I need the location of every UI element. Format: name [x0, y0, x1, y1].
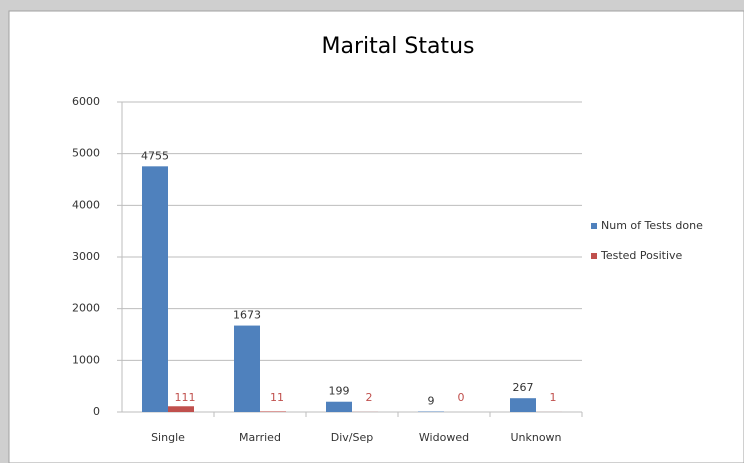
bar — [510, 398, 536, 412]
data-label: 111 — [175, 391, 196, 404]
chart-area — [8, 10, 744, 463]
x-tick-label: Div/Sep — [331, 431, 373, 444]
x-tick-label: Unknown — [510, 431, 561, 444]
data-label: 1 — [550, 391, 557, 404]
bar — [142, 166, 168, 412]
data-label: 199 — [329, 385, 350, 398]
chart-title: Marital Status — [322, 34, 475, 59]
y-tick-label: 5000 — [72, 147, 100, 160]
y-tick-label: 0 — [93, 405, 100, 418]
legend-label: Tested Positive — [600, 249, 683, 262]
x-tick-label: Married — [239, 431, 281, 444]
data-label: 0 — [458, 391, 465, 404]
y-tick-label: 6000 — [72, 95, 100, 108]
x-tick-label: Widowed — [419, 431, 469, 444]
data-label: 2 — [366, 391, 373, 404]
data-label: 9 — [428, 395, 435, 408]
legend-label: Num of Tests done — [601, 219, 703, 232]
bar — [260, 411, 286, 412]
bar — [168, 406, 194, 412]
y-tick-label: 4000 — [72, 198, 100, 211]
bar — [326, 401, 352, 412]
y-tick-label: 3000 — [72, 250, 100, 263]
data-label: 4755 — [141, 149, 169, 162]
x-tick-label: Single — [151, 431, 185, 444]
data-label: 1673 — [233, 309, 261, 322]
bar — [234, 325, 260, 412]
legend-swatch — [591, 223, 597, 229]
y-tick-label: 2000 — [72, 302, 100, 315]
y-tick-label: 1000 — [72, 353, 100, 366]
data-label: 267 — [513, 381, 534, 394]
legend-swatch — [591, 253, 597, 259]
data-label: 11 — [270, 391, 284, 404]
